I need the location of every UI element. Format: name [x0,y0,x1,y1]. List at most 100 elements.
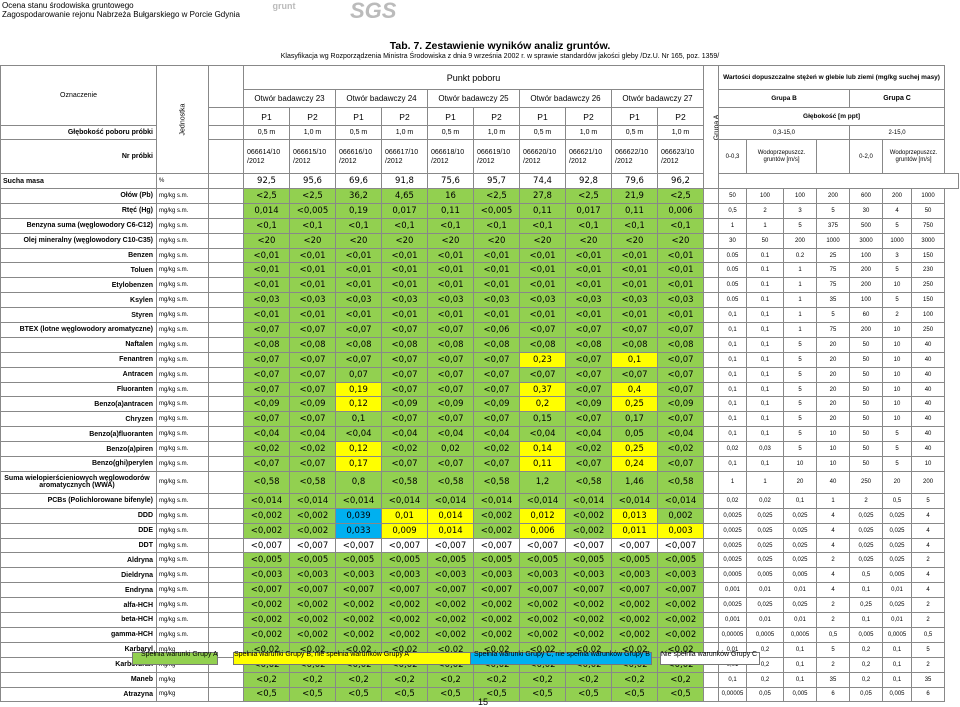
result-value: <0,07 [289,456,336,472]
result-value: <0,08 [243,336,290,353]
parameter-name: Ołów (Pb) [0,188,157,204]
spacer-cell [703,507,720,524]
limit-value: 0,025 [849,507,884,524]
table-row: Sucha masa% 92,5 95,6 69,6 91,8 75,6 95,7 74,4 9… [0,173,959,189]
spacer-cell [208,582,244,599]
spacer-cell [703,456,720,472]
spacer-cell [208,597,244,614]
limit-value: 6 [911,686,946,703]
legend-text-none: Nie spełnia warunków Grupy C [661,651,758,658]
result-value: <0,014 [335,492,382,509]
unit-cell: mg/kg s.m. [156,507,209,524]
spacer-cell [703,441,720,458]
limit-value: 0,01 [783,582,818,599]
result-value: <0,01 [656,262,705,279]
result-value: 0,02 [427,441,474,458]
limit-value: 0,1 [882,656,913,673]
table-row: Ksylen mg/kg s.m. <0,03 <0,03 <0,03 <0,03 <0,0… [0,292,959,309]
result-value: <0,002 [611,626,658,643]
result-value: <0,07 [519,322,566,338]
limit-value: 0,5 [911,626,946,643]
result-value: <0,005 [473,552,520,569]
dry-mass-value: 95,7 [473,173,520,189]
limit-value: 20 [816,411,851,428]
result-value: <0,09 [473,396,520,413]
limit-value: 200 [849,262,884,279]
result-value: <0,07 [243,411,290,428]
spacer-cell [208,492,244,509]
result-value: <0,01 [473,247,520,264]
result-value: <0,005 [335,552,382,569]
result-value: 0,002 [656,507,705,524]
spacer-cell [208,426,244,443]
spacer-cell [703,522,720,539]
result-value: <0,003 [519,567,566,584]
result-value: <0,002 [243,597,290,614]
result-value: <0,08 [519,336,566,353]
result-value: <0,02 [656,441,705,458]
result-value: <0,07 [289,381,336,398]
limit-value: 4 [911,537,946,554]
limit-value: 60 [849,307,884,324]
table-row: Benzo(a)antracen mg/kg s.m. <0,09 <0,09 0,12… [0,396,959,413]
result-value: <0,07 [243,381,290,398]
result-value: <0,58 [473,470,520,494]
unit-cell: mg/kg s.m. [156,292,209,309]
result-value: <0,002 [519,612,566,628]
limit-value: 0,0025 [718,522,748,539]
limit-value: 20 [816,351,851,368]
limit-value: 10 [816,456,851,472]
dry-mass-value: 92,8 [565,173,612,189]
limit-value: 0,025 [746,522,785,539]
limit-value: 0,1 [783,656,818,673]
result-value: <20 [565,232,612,249]
result-value: <0,014 [519,492,566,509]
result-value: <0,02 [243,441,290,458]
result-value: <0,01 [473,262,520,279]
limit-value: 0,01 [882,612,913,628]
result-value: <0,002 [289,522,336,539]
parameter-name: Endryna [0,582,157,599]
result-value: <0,1 [289,217,336,234]
company-logo: grunt [272,1,296,11]
spacer-cell [208,351,244,368]
parameter-name: Olej mineralny (węglowodory C10-C35) [0,232,157,249]
spacer-cell [703,426,720,443]
limit-value: 0,005 [849,626,884,643]
limit-value: 0.1 [746,277,785,294]
limit-value: 0.05 [718,292,748,309]
parameter-name: Dieldryna [0,567,157,584]
result-value: 0,4 [611,381,658,398]
limit-value: 0,1 [783,671,818,688]
result-value: <0,01 [519,262,566,279]
table-row: Benzo(a)piren mg/kg s.m. <0,02 <0,02 0,12 <0,… [0,441,959,458]
dry-mass-value: 74,4 [519,173,566,189]
nr-probki-label: Nr próbki [0,139,157,174]
oznaczenie-header: Oznaczenie [0,65,157,126]
limit-value: 250 [911,322,946,338]
spacer-cell [208,232,244,249]
table-row: DDT mg/kg s.m. <0,007 <0,007 <0,007 <0,007 <0,… [0,537,959,554]
result-value: <0,005 [519,552,566,569]
result-value: <0,2 [565,671,612,688]
limit-value: 0,005 [783,686,818,703]
spacer-cell [703,396,720,413]
sample-number-cell: 066615/10 /2012 [289,139,336,174]
result-value: <0,07 [381,456,428,472]
result-value: <0,002 [473,612,520,628]
sample-point-label: P1 [519,107,566,126]
table-row: PCBs (Polichlorowane bifenyle) mg/kg s.m.… [0,492,959,509]
limit-value: 0,1 [746,322,785,338]
result-value: <0,01 [611,247,658,264]
result-value: <0,002 [611,597,658,614]
limit-value: 5 [911,641,946,658]
result-value: 0,017 [381,202,428,219]
result-value: <0,007 [611,582,658,599]
result-value: 0,12 [335,441,382,458]
result-value: <0,007 [656,537,705,554]
limit-value: 5 [882,292,913,309]
limit-value: 1 [783,322,818,338]
unit-cell: mg/kg s.m. [156,612,209,628]
result-value: <0,09 [381,396,428,413]
limit-value: 0,1 [882,641,913,658]
